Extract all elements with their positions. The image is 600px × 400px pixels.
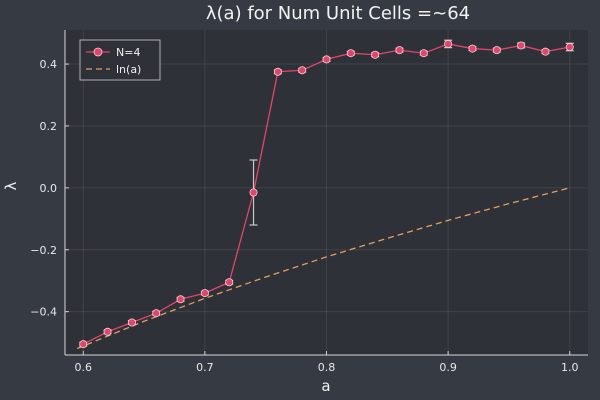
- data-point: [444, 39, 453, 48]
- data-point: [492, 46, 501, 55]
- legend-label-n4: N=4: [116, 46, 140, 59]
- data-point: [419, 49, 428, 58]
- tick-labels: 0.6 0.7 0.8 0.9 1.0 −0.4 −0.2 0.0 0.2 0.4: [30, 58, 578, 374]
- legend-label-ln-a: ln(a): [116, 63, 141, 76]
- data-point: [322, 55, 331, 64]
- data-point: [273, 67, 282, 76]
- chart-title: λ(a) for Num Unit Cells =~64: [206, 3, 470, 24]
- y-tick-label: 0.2: [40, 120, 58, 133]
- data-point: [200, 289, 209, 298]
- x-tick-label: 1.0: [561, 361, 579, 374]
- x-tick-label: 0.8: [318, 361, 336, 374]
- axes: [64, 30, 588, 356]
- data-point: [541, 47, 550, 56]
- data-point: [225, 278, 234, 287]
- y-tick-label: 0.4: [40, 58, 58, 71]
- y-tick-label: −0.2: [30, 244, 57, 257]
- data-point: [517, 41, 526, 50]
- data-point: [152, 309, 161, 318]
- plot-area: [65, 30, 588, 355]
- grid: [65, 30, 588, 355]
- x-axis-label: a: [321, 377, 330, 395]
- data-point: [176, 295, 185, 304]
- data-point: [371, 50, 380, 59]
- y-axis-label: λ: [2, 181, 20, 190]
- x-tick-label: 0.6: [74, 361, 92, 374]
- y-tick-label: 0.0: [40, 182, 58, 195]
- series-line-ln-a: [76, 187, 570, 350]
- data-point: [249, 188, 258, 197]
- data-point: [79, 340, 88, 349]
- data-point: [565, 43, 574, 52]
- legend: N=4 ln(a): [79, 39, 161, 81]
- data-point: [127, 318, 136, 327]
- data-point: [103, 327, 112, 336]
- y-tick-label: −0.4: [30, 306, 57, 319]
- data-point: [468, 44, 477, 53]
- series-layer: [76, 39, 574, 350]
- x-tick-label: 0.9: [439, 361, 457, 374]
- legend-marker-n4: [93, 47, 103, 57]
- data-point: [346, 49, 355, 58]
- data-point: [298, 66, 307, 75]
- x-tick-label: 0.7: [196, 361, 214, 374]
- legend-box: [79, 39, 161, 81]
- data-point: [395, 46, 404, 55]
